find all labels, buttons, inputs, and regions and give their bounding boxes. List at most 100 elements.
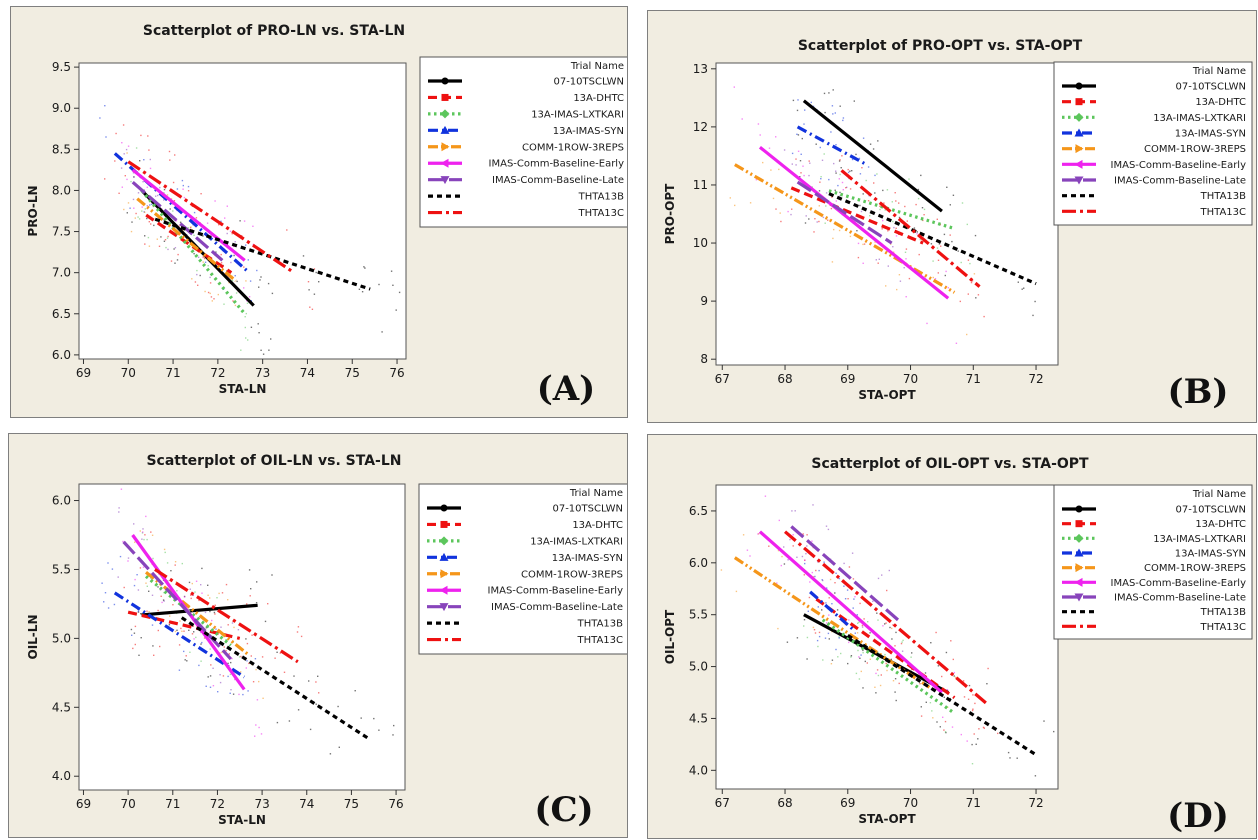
data-point: [902, 639, 904, 642]
data-point: [938, 243, 941, 245]
data-point: [936, 218, 938, 220]
data-point: [849, 188, 852, 190]
data-point: [117, 576, 119, 578]
data-point: [888, 569, 890, 572]
data-point: [862, 193, 864, 195]
data-point: [176, 259, 179, 261]
data-point: [170, 260, 173, 262]
data-point: [968, 684, 971, 687]
data-point: [229, 230, 232, 232]
data-point: [757, 123, 760, 125]
data-point: [138, 218, 141, 220]
data-point: [231, 279, 234, 282]
data-point: [126, 152, 128, 154]
data-point: [772, 197, 775, 200]
data-point: [201, 567, 203, 570]
data-point: [808, 218, 810, 220]
data-point: [167, 580, 169, 582]
data-point: [797, 99, 799, 101]
data-point: [198, 664, 200, 667]
data-point: [190, 597, 192, 600]
data-point: [174, 154, 176, 156]
legend-label-0: 07-10TSCLWN: [553, 77, 624, 88]
data-point: [825, 192, 828, 194]
data-point: [182, 188, 184, 190]
data-point: [894, 645, 896, 647]
data-point: [944, 731, 947, 733]
data-point: [832, 113, 834, 115]
data-point: [997, 732, 999, 735]
data-point: [120, 488, 123, 490]
fit-line-6: [796, 180, 893, 245]
data-point: [252, 243, 254, 246]
data-point: [851, 158, 854, 161]
legend-label-7: THTA13B: [577, 619, 624, 630]
legend-marker-4: [440, 569, 449, 579]
data-point: [163, 548, 166, 551]
data-point: [144, 534, 146, 536]
data-point: [1053, 730, 1055, 733]
data-point: [860, 670, 862, 673]
data-point: [194, 591, 196, 593]
data-point: [848, 566, 851, 568]
data-point: [834, 582, 836, 584]
scatterplot-svg: 69 70 71 72 73 74 75 76 6.0 6.5 7.0 7.5 8.0 8.5 9.0 9.5…: [26, 23, 627, 409]
data-point: [842, 117, 845, 119]
data-point: [791, 152, 794, 155]
data-point: [141, 206, 143, 208]
data-point: [260, 276, 262, 278]
data-point: [232, 693, 235, 695]
fit-line-4: [733, 556, 931, 689]
legend-label-2: 13A-IMAS-LXTKARI: [1153, 534, 1246, 545]
data-point: [250, 326, 253, 328]
data-point: [759, 134, 761, 136]
panel-letter: (D): [1167, 796, 1229, 836]
data-point: [172, 210, 174, 212]
data-point: [855, 153, 857, 156]
x-tick-label: 75: [344, 797, 359, 811]
data-point: [209, 686, 212, 688]
data-point: [146, 186, 148, 188]
y-tick-label: 10: [693, 236, 708, 250]
y-tick-label: 9: [700, 294, 708, 308]
data-point: [806, 534, 808, 536]
data-point: [818, 635, 821, 638]
data-point: [971, 743, 973, 746]
data-point: [794, 510, 796, 512]
data-point: [799, 160, 802, 162]
x-tick-label: 70: [121, 366, 136, 380]
data-point: [840, 652, 842, 655]
data-point: [780, 564, 782, 567]
y-tick-label: 4.5: [689, 711, 708, 725]
y-tick-label: 6.0: [52, 348, 71, 362]
data-point: [164, 551, 166, 554]
x-axis-label: STA-LN: [219, 382, 267, 396]
fit-line-2: [828, 189, 955, 231]
data-point: [243, 287, 245, 289]
data-point: [826, 587, 828, 589]
data-point: [313, 268, 316, 270]
data-point: [911, 668, 913, 671]
data-point: [211, 619, 213, 622]
data-point: [160, 236, 162, 238]
data-point: [214, 613, 216, 615]
data-point: [136, 574, 138, 576]
data-point: [849, 170, 851, 172]
data-point: [223, 646, 225, 648]
data-point: [887, 265, 889, 267]
data-point: [157, 609, 159, 612]
data-point: [142, 528, 144, 530]
data-point: [904, 205, 906, 208]
legend-marker-4: [1075, 563, 1084, 573]
y-tick-label: 5.0: [52, 631, 71, 645]
data-point: [137, 610, 140, 612]
data-point: [783, 546, 785, 548]
data-point: [881, 228, 883, 230]
legend-marker-2: [439, 536, 449, 546]
data-point: [825, 525, 828, 527]
x-tick-label: 71: [165, 366, 180, 380]
data-point: [946, 689, 949, 691]
data-point: [318, 281, 320, 283]
data-point: [163, 600, 165, 602]
data-point: [144, 211, 146, 213]
